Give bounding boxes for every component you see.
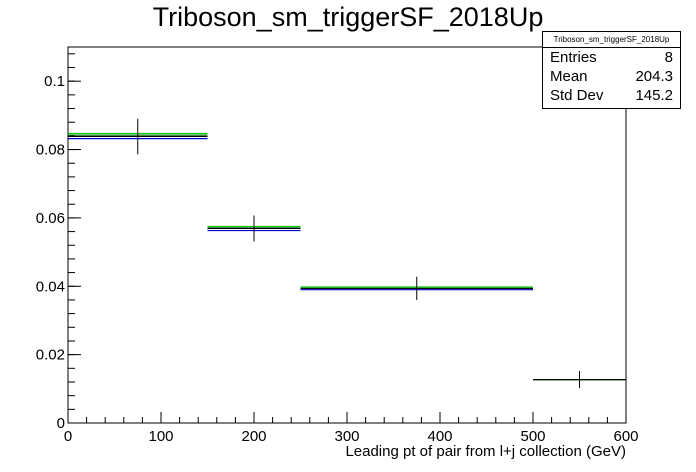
stats-mean-label: Mean <box>550 68 588 85</box>
y-tick-label: 0.04 <box>36 278 65 295</box>
y-tick-label: 0.06 <box>36 210 65 227</box>
stats-entries-row: Entries 8 <box>543 48 680 67</box>
y-tick-label: 0.08 <box>36 142 65 159</box>
x-tick-label: 600 <box>613 428 638 445</box>
histogram-bins <box>68 118 626 389</box>
stats-box-title: Triboson_sm_triggerSF_2018Up <box>543 32 680 48</box>
stats-std-value: 145.2 <box>635 87 673 104</box>
x-tick-label: 100 <box>148 428 173 445</box>
stats-mean-row: Mean 204.3 <box>543 67 680 86</box>
x-tick-label: 0 <box>64 428 72 445</box>
x-axis-label: Leading pt of pair from l+j collection (… <box>345 443 626 460</box>
x-tick-label: 200 <box>241 428 266 445</box>
x-tick-label: 300 <box>334 428 359 445</box>
x-tick-label: 400 <box>427 428 452 445</box>
y-tick-label: 0 <box>57 415 65 432</box>
stats-box: Triboson_sm_triggerSF_2018Up Entries 8 M… <box>542 31 681 109</box>
stats-mean-value: 204.3 <box>635 68 673 85</box>
chart-title: Triboson_sm_triggerSF_2018Up <box>152 2 544 32</box>
x-tick-label: 500 <box>520 428 545 445</box>
stats-entries-value: 8 <box>664 49 673 66</box>
stats-std-label: Std Dev <box>550 87 604 104</box>
y-tick-label: 0.02 <box>36 347 65 364</box>
axis-ticks: 0 0.02 0.04 0.06 0.08 0.1 0 100 200 300 400 500 600 <box>36 53 639 445</box>
y-tick-label: 0.1 <box>44 73 65 90</box>
stats-std-row: Std Dev 145.2 <box>543 86 680 105</box>
stats-entries-label: Entries <box>550 49 597 66</box>
